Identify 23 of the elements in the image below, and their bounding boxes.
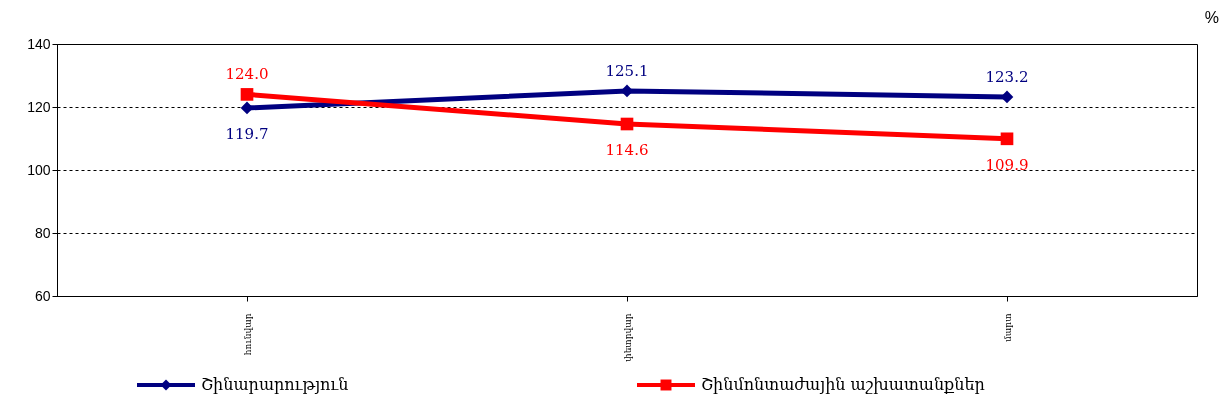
data-label: 124.0 xyxy=(225,65,269,84)
y-tick-label: 120 xyxy=(27,98,51,115)
x-tick-label: հունվար xyxy=(242,313,253,356)
y-tick-label: 100 xyxy=(27,161,51,178)
data-label: 125.1 xyxy=(605,61,649,80)
data-label: 109.9 xyxy=(985,155,1029,174)
y-tick-label: 60 xyxy=(34,287,51,304)
point xyxy=(1000,90,1014,104)
point xyxy=(620,84,634,98)
text: % xyxy=(1204,9,1219,26)
y-tick-label: 140 xyxy=(27,35,51,52)
point xyxy=(1000,132,1014,146)
data-label: 114.6 xyxy=(605,141,649,160)
legend-label: Շինարարություն xyxy=(201,375,349,394)
point xyxy=(240,88,254,101)
data-label: 123.2 xyxy=(985,67,1029,86)
x-tick-label: մարտ xyxy=(1002,312,1013,342)
y-tick-label: 80 xyxy=(34,224,51,241)
x-tick-label: փետրվար xyxy=(622,313,633,362)
point xyxy=(240,101,254,115)
legend-label: Շինմոնտաժային աշխատանքներ xyxy=(701,375,985,394)
data-label: 119.7 xyxy=(225,124,269,143)
point xyxy=(620,117,634,131)
